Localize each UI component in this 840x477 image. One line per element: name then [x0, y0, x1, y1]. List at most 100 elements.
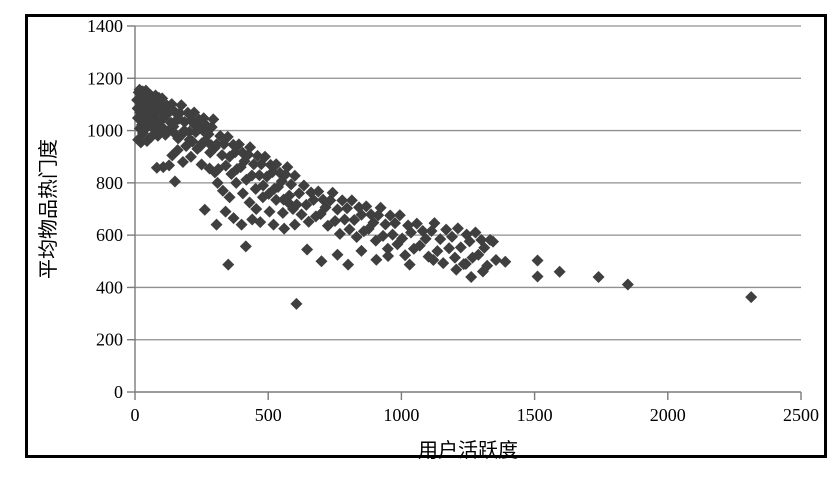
data-point: [198, 203, 211, 216]
data-point: [283, 189, 296, 202]
data-point: [370, 253, 383, 266]
data-point: [210, 138, 223, 151]
data-point: [355, 244, 368, 257]
data-point: [300, 198, 313, 211]
data-point: [446, 230, 459, 243]
data-point: [443, 242, 456, 255]
data-point: [450, 263, 463, 276]
data-point: [205, 121, 218, 134]
tick-labels-group: 0 200 400 600 800 1000 1200 1400 0 500 1000 1500 200…: [87, 16, 819, 425]
data-point: [389, 217, 402, 230]
data-point: [396, 232, 409, 245]
data-point: [307, 193, 320, 206]
data-point: [333, 227, 346, 240]
data-point: [221, 130, 234, 143]
data-point: [227, 212, 240, 225]
data-point: [499, 255, 512, 268]
data-point: [156, 121, 169, 134]
data-point: [210, 218, 223, 231]
data-point: [295, 208, 308, 221]
data-point: [592, 270, 605, 283]
x-tick-label-1500: 1500: [517, 405, 553, 425]
x-tick-label-2500: 2500: [783, 405, 819, 425]
data-point: [410, 217, 423, 230]
data-point: [157, 161, 170, 174]
y-tick-label-1400: 1400: [87, 16, 123, 36]
y-tick-label-200: 200: [96, 330, 123, 350]
data-point: [350, 230, 363, 243]
data-point: [219, 205, 232, 218]
data-point: [137, 87, 150, 100]
data-point: [290, 297, 303, 310]
y-axis-label: 平均物品热门度: [37, 139, 60, 279]
data-point: [251, 149, 264, 162]
data-points-group: [131, 83, 758, 310]
data-point: [379, 218, 392, 231]
data-point: [428, 217, 441, 230]
data-point: [413, 239, 426, 252]
y-tick-label-1000: 1000: [87, 121, 123, 141]
data-point: [403, 258, 416, 271]
data-point: [247, 158, 260, 171]
data-point: [267, 218, 280, 231]
data-point: [278, 222, 291, 235]
data-point: [270, 193, 283, 206]
data-point: [315, 255, 328, 268]
data-point: [219, 159, 232, 172]
data-point: [386, 228, 399, 241]
x-tick-label-2000: 2000: [650, 405, 686, 425]
data-point: [326, 186, 339, 199]
data-point: [236, 187, 249, 200]
data-point: [144, 131, 157, 144]
data-point: [621, 278, 634, 291]
data-point: [382, 250, 395, 263]
x-tick-label-500: 500: [255, 405, 282, 425]
data-point: [329, 215, 342, 228]
y-tick-label-400: 400: [96, 277, 123, 297]
data-point: [431, 245, 444, 258]
data-point: [222, 258, 235, 271]
data-point: [531, 270, 544, 283]
data-point: [448, 251, 461, 264]
data-point: [245, 169, 258, 182]
data-point: [208, 166, 221, 179]
data-point: [207, 113, 220, 126]
data-point: [745, 291, 758, 304]
y-tick-label-1200: 1200: [87, 68, 123, 88]
data-point: [259, 150, 272, 163]
data-point: [283, 197, 296, 210]
data-point: [288, 169, 301, 182]
data-point: [342, 258, 355, 271]
data-point: [465, 270, 478, 283]
data-point: [348, 213, 361, 226]
data-point: [230, 176, 243, 189]
data-point: [176, 155, 189, 168]
x-axis-label: 用户活跃度: [418, 439, 518, 462]
data-point: [183, 133, 196, 146]
data-point: [374, 201, 387, 214]
gridlines-group: [135, 25, 801, 341]
data-point: [175, 99, 188, 112]
data-point: [377, 229, 390, 242]
data-point: [393, 209, 406, 222]
data-point: [194, 140, 207, 153]
data-point: [478, 241, 491, 254]
x-tick-label-1000: 1000: [383, 405, 419, 425]
data-point: [270, 158, 283, 171]
data-point: [437, 257, 450, 270]
data-point: [254, 216, 267, 229]
data-point: [256, 191, 269, 204]
data-point: [331, 203, 344, 216]
data-point: [487, 235, 500, 248]
data-point: [399, 249, 412, 262]
data-point: [440, 223, 453, 236]
x-tick-label-0: 0: [131, 405, 140, 425]
data-point: [168, 175, 181, 188]
data-point: [149, 102, 162, 115]
data-point: [211, 176, 224, 189]
data-point: [297, 179, 310, 192]
data-point: [285, 178, 298, 191]
data-point: [223, 191, 236, 204]
data-point: [250, 203, 263, 215]
